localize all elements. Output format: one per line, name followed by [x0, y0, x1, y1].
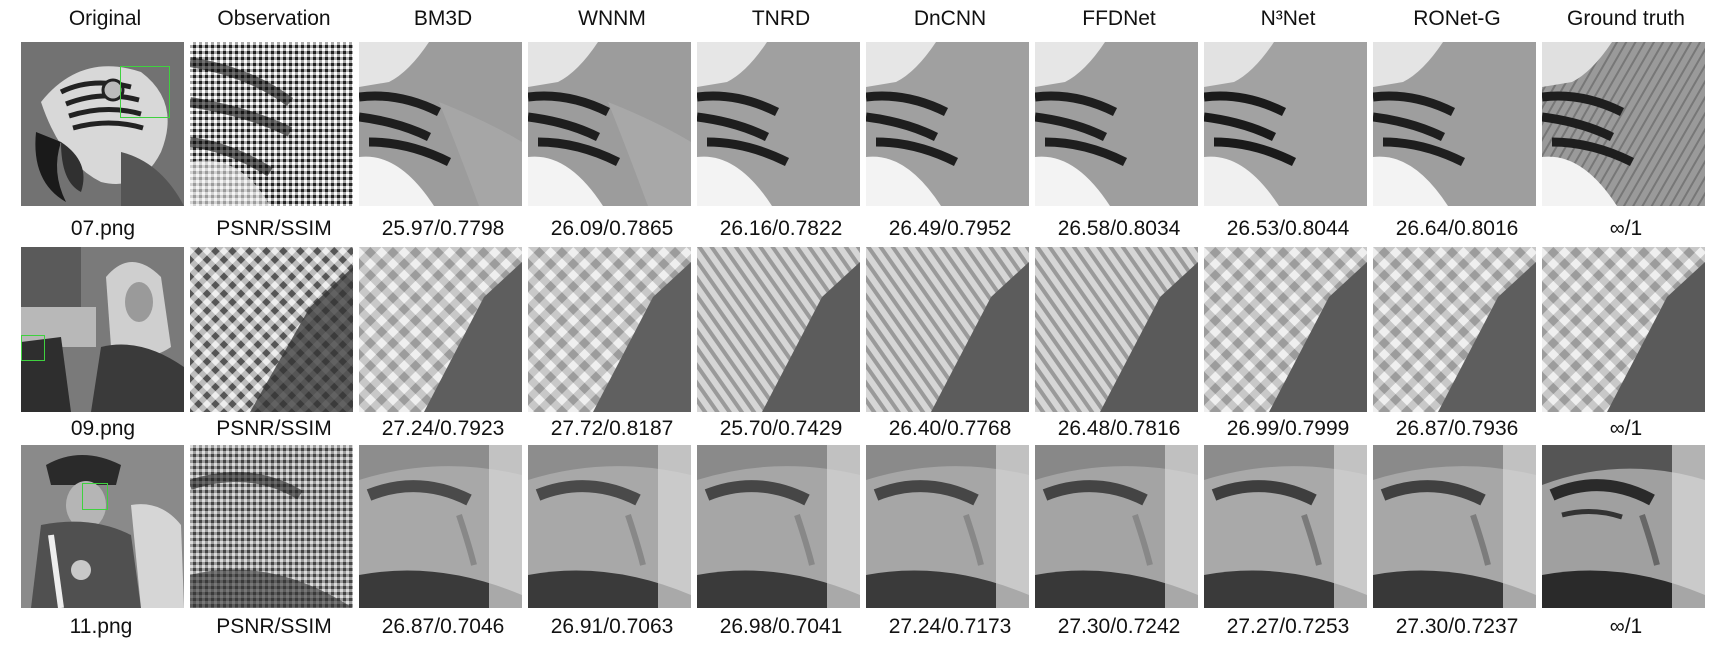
- score-tnrd: 26.98/0.7041: [719, 615, 843, 638]
- score-wnnm: 26.09/0.7865: [550, 217, 674, 240]
- score-tnrd: 26.16/0.7822: [719, 217, 843, 240]
- original-image-09: [21, 247, 184, 412]
- score-n3net: 26.53/0.8044: [1226, 217, 1350, 240]
- wnnm-result-image: [528, 445, 691, 608]
- score-bm3d: 26.87/0.7046: [381, 615, 505, 638]
- bm3d-result-image: [359, 42, 522, 206]
- metric-label: PSNR/SSIM: [216, 615, 332, 638]
- tnrd-result-image: [697, 445, 860, 608]
- score-ffdnet: 26.48/0.7816: [1057, 417, 1181, 440]
- column-header-bm3d: BM3D: [413, 7, 473, 30]
- ronet-g-result-image: [1373, 445, 1536, 608]
- column-header-dncnn: DnCNN: [913, 7, 987, 30]
- original-image-11: [21, 445, 184, 608]
- score-ground-truth: ∞/1: [1609, 217, 1643, 240]
- original-image-07: [21, 42, 184, 206]
- observation-image: [190, 42, 353, 206]
- zoom-region-box: [82, 483, 108, 510]
- column-header-tnrd: TNRD: [751, 7, 811, 30]
- score-ronet-g: 26.64/0.8016: [1395, 217, 1519, 240]
- dncnn-result-image: [866, 247, 1029, 412]
- image-filename: 11.png: [69, 615, 133, 638]
- score-n3net: 26.99/0.7999: [1226, 417, 1350, 440]
- ground-truth-image: [1542, 247, 1705, 412]
- observation-image: [190, 445, 353, 608]
- ffdnet-result-image: [1035, 42, 1198, 206]
- score-ffdnet: 27.30/0.7242: [1057, 615, 1181, 638]
- tnrd-result-image: [697, 42, 860, 206]
- image-filename: 09.png: [70, 417, 136, 440]
- observation-image: [190, 247, 353, 412]
- score-tnrd: 25.70/0.7429: [719, 417, 843, 440]
- ground-truth-image: [1542, 445, 1705, 608]
- column-header-n3net: N³Net: [1260, 7, 1316, 30]
- column-header-observation: Observation: [217, 7, 331, 30]
- column-header-original: Original: [68, 7, 142, 30]
- score-bm3d: 25.97/0.7798: [381, 217, 505, 240]
- column-header-wnnm: WNNM: [578, 7, 646, 30]
- score-ronet-g: 26.87/0.7936: [1395, 417, 1519, 440]
- dncnn-result-image: [866, 42, 1029, 206]
- n3net-result-image: [1204, 247, 1367, 412]
- bm3d-result-image: [359, 445, 522, 608]
- wnnm-result-image: [528, 42, 691, 206]
- n3net-result-image: [1204, 445, 1367, 608]
- zoom-region-box: [21, 335, 45, 361]
- metric-label: PSNR/SSIM: [216, 217, 332, 240]
- score-dncnn: 26.49/0.7952: [888, 217, 1012, 240]
- score-wnnm: 26.91/0.7063: [550, 615, 674, 638]
- score-ground-truth: ∞/1: [1609, 615, 1643, 638]
- bm3d-result-image: [359, 247, 522, 412]
- tnrd-result-image: [697, 247, 860, 412]
- score-ffdnet: 26.58/0.8034: [1057, 217, 1181, 240]
- score-wnnm: 27.72/0.8187: [550, 417, 674, 440]
- ground-truth-image: [1542, 42, 1705, 206]
- ffdnet-result-image: [1035, 247, 1198, 412]
- score-dncnn: 26.40/0.7768: [888, 417, 1012, 440]
- n3net-result-image: [1204, 42, 1367, 206]
- column-header-ground-truth: Ground truth: [1567, 7, 1685, 30]
- image-filename: 07.png: [70, 217, 136, 240]
- ronet-g-result-image: [1373, 42, 1536, 206]
- score-ronet-g: 27.30/0.7237: [1395, 615, 1519, 638]
- column-header-ronet-g: RONet-G: [1413, 7, 1501, 30]
- score-ground-truth: ∞/1: [1609, 417, 1643, 440]
- score-dncnn: 27.24/0.7173: [888, 615, 1012, 638]
- metric-label: PSNR/SSIM: [216, 417, 332, 440]
- zoom-region-box: [120, 66, 170, 118]
- ronet-g-result-image: [1373, 247, 1536, 412]
- column-header-ffdnet: FFDNet: [1082, 7, 1156, 30]
- ffdnet-result-image: [1035, 445, 1198, 608]
- score-n3net: 27.27/0.7253: [1226, 615, 1350, 638]
- wnnm-result-image: [528, 247, 691, 412]
- score-bm3d: 27.24/0.7923: [381, 417, 505, 440]
- dncnn-result-image: [866, 445, 1029, 608]
